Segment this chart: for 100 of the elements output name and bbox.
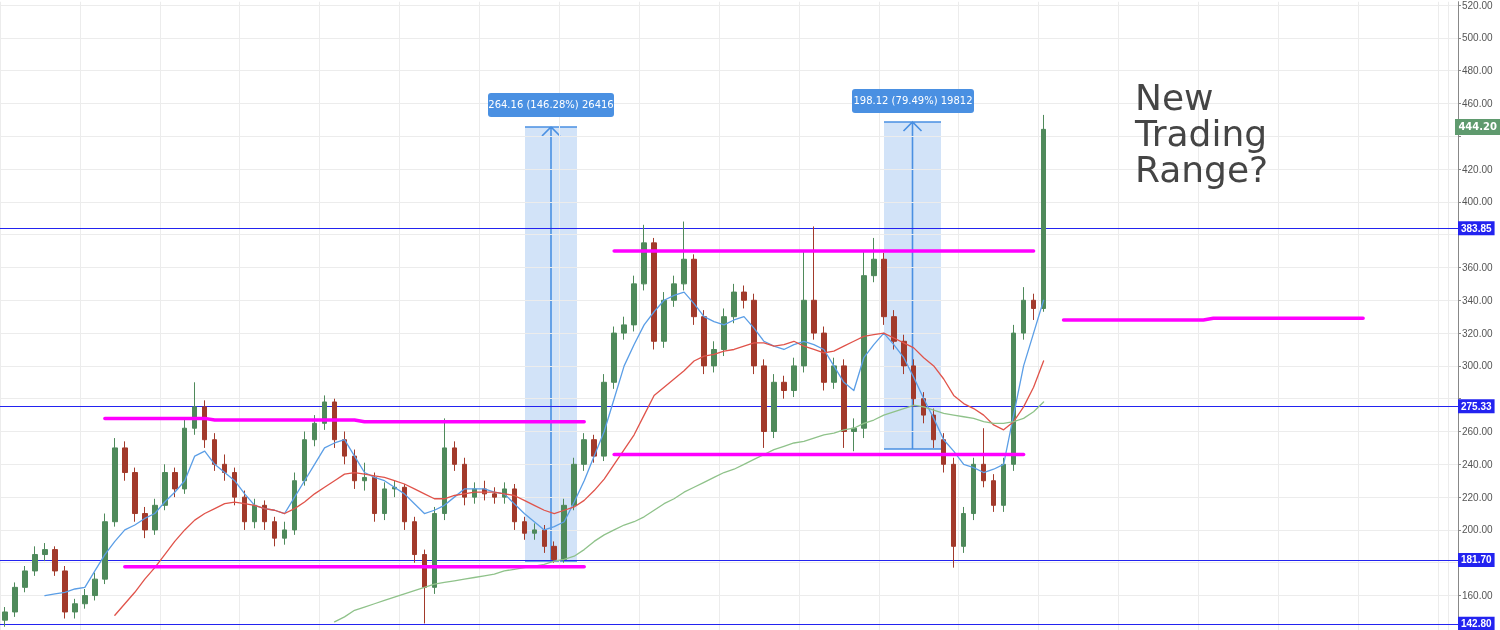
annotation: 198.12 (79.49%) 19812 — [852, 89, 974, 113]
candlestick — [831, 357, 837, 390]
candlestick — [362, 462, 367, 492]
line-series — [44, 291, 1045, 597]
candlestick — [512, 483, 517, 531]
candlestick — [402, 483, 407, 531]
line-series — [333, 401, 1045, 623]
candlestick — [721, 307, 727, 357]
annotation: New Trading Range? — [1135, 77, 1270, 190]
candlestick — [621, 316, 627, 341]
candlestick — [631, 275, 637, 332]
candlestick — [761, 358, 767, 449]
candlestick — [571, 457, 577, 511]
candlestick — [532, 522, 537, 541]
candlestick — [851, 417, 857, 452]
candlestick — [981, 427, 986, 488]
candlestick — [751, 293, 757, 375]
candlestick — [42, 542, 48, 562]
ref-line-label: 142.80 — [1461, 618, 1493, 630]
candlestick — [452, 440, 457, 472]
candlestick — [711, 340, 717, 373]
ref-line-label: 275.33 — [1461, 400, 1493, 412]
candlestick — [462, 457, 467, 506]
candlestick — [971, 457, 976, 521]
candlestick — [791, 357, 797, 398]
candlestick — [332, 398, 337, 449]
candlestick — [1011, 324, 1016, 472]
candlestick — [62, 565, 68, 620]
candlestick — [232, 467, 237, 506]
candlestick — [1001, 457, 1006, 513]
ref-line-label: 181.70 — [1461, 554, 1493, 566]
candlestick — [432, 506, 437, 595]
candlestick — [1031, 293, 1036, 321]
candlestick — [801, 250, 807, 373]
candlestick — [542, 524, 547, 554]
candlestick — [372, 472, 377, 523]
candlestick — [951, 457, 956, 569]
candlestick — [412, 516, 417, 564]
line-series — [114, 332, 1045, 616]
text: 444.20 — [1455, 119, 1500, 135]
y-tick-label: 400.00 — [1462, 196, 1494, 208]
candlestick — [701, 309, 707, 375]
y-tick-label: 240.00 — [1462, 458, 1494, 470]
candlestick — [162, 463, 168, 511]
candlestick — [142, 506, 148, 539]
candlestick — [661, 291, 667, 349]
candlestick — [132, 467, 138, 523]
candlestick — [92, 572, 98, 601]
candlestick — [282, 521, 287, 546]
candlestick — [442, 417, 447, 521]
y-tick-label: 260.00 — [1462, 426, 1494, 438]
candlestick — [182, 419, 187, 495]
candlestick — [212, 432, 217, 472]
candlestick — [891, 309, 897, 350]
candlestick — [871, 237, 877, 283]
y-tick-label: 460.00 — [1462, 97, 1494, 109]
candlestick — [931, 408, 936, 449]
ref-line-label: 383.85 — [1461, 222, 1493, 234]
candlestick — [102, 513, 108, 585]
candlestick — [591, 434, 597, 464]
y-tick-label: 160.00 — [1462, 590, 1494, 602]
candlestick — [72, 598, 78, 620]
candlestick — [651, 237, 657, 350]
y-tick-label: 220.00 — [1462, 491, 1494, 503]
y-tick-label: 420.00 — [1462, 163, 1494, 175]
candlestick — [691, 253, 697, 326]
candlestick — [911, 358, 916, 408]
candlestick — [741, 285, 747, 309]
y-tick-label: 480.00 — [1462, 65, 1494, 77]
candlestick — [22, 565, 28, 593]
candlestick — [12, 581, 18, 618]
candlestick — [222, 453, 227, 482]
candlestick — [292, 472, 297, 536]
candlestick — [731, 283, 737, 324]
candlestick — [82, 588, 88, 610]
candlestick — [581, 432, 587, 472]
candlestick — [991, 473, 996, 513]
candlestick — [382, 481, 387, 521]
candlestick — [242, 490, 247, 531]
candlestick — [781, 375, 787, 400]
candlestick — [671, 275, 677, 308]
y-tick-label: 300.00 — [1462, 360, 1494, 372]
candlestick — [122, 440, 128, 482]
candlestick — [551, 540, 557, 564]
candlestick — [811, 225, 817, 341]
candlestick — [641, 224, 647, 291]
candlestick — [112, 437, 118, 528]
candlestick — [841, 358, 847, 449]
candlestick — [202, 399, 207, 449]
y-tick-label: 500.00 — [1462, 32, 1494, 44]
candlestick — [1041, 114, 1046, 313]
candlestick — [861, 250, 867, 439]
candlestick — [821, 326, 827, 391]
candlestick — [172, 467, 178, 498]
annotation: 264.16 (146.28%) 26416 — [488, 93, 614, 117]
y-tick-label: 200.00 — [1462, 524, 1494, 536]
candlestick — [611, 326, 617, 390]
candlestick — [771, 373, 777, 439]
y-tick-label: 320.00 — [1462, 327, 1494, 339]
y-tick-label: 360.00 — [1462, 261, 1494, 273]
